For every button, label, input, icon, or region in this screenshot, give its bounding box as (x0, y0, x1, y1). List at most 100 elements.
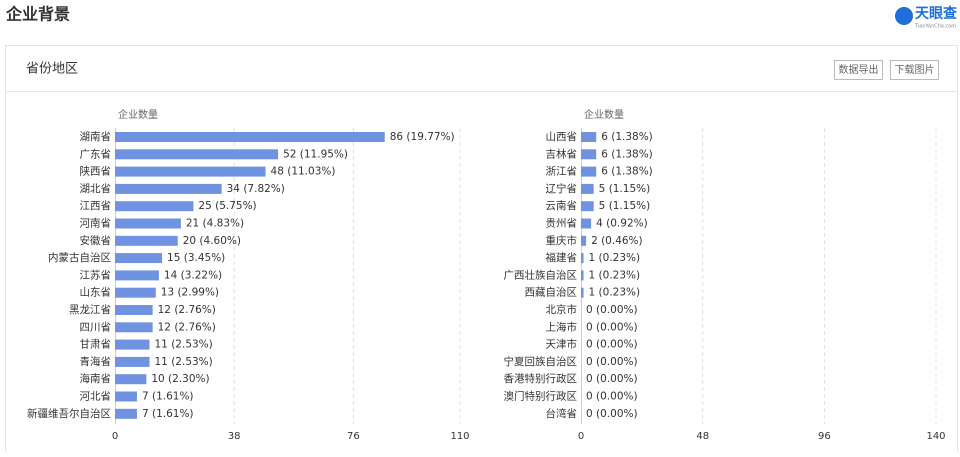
value-label: 1 (0.23%) (589, 252, 641, 264)
bar (115, 356, 150, 367)
x-tick-label: 96 (818, 431, 831, 442)
value-label: 7 (1.61%) (142, 408, 194, 420)
bar (581, 149, 597, 160)
value-label: 15 (3.45%) (167, 252, 225, 264)
bar (115, 132, 385, 142)
bar (115, 218, 181, 229)
x-tick-label: 0 (112, 431, 118, 442)
value-label: 0 (0.00%) (586, 356, 638, 368)
category-label: 澳门特别行政区 (504, 390, 578, 403)
category-label: 河南省 (80, 217, 112, 230)
category-label: 甘肃省 (80, 338, 112, 351)
category-label: 重庆市 (546, 234, 578, 247)
value-label: 14 (3.22%) (164, 269, 222, 281)
value-label: 5 (1.15%) (599, 183, 651, 195)
category-label: 黑龙江省 (69, 303, 111, 316)
value-label: 12 (2.76%) (158, 304, 216, 316)
value-label: 2 (0.46%) (591, 235, 643, 247)
bar (115, 253, 163, 264)
value-label: 1 (0.23%) (589, 287, 641, 299)
bar (115, 235, 178, 246)
value-label: 0 (0.00%) (586, 304, 638, 316)
category-label: 青海省 (80, 355, 112, 368)
page-title: 企业背景 (5, 5, 70, 24)
category-label: 广东省 (80, 147, 112, 160)
bar (115, 149, 279, 160)
category-label: 陕西省 (80, 165, 112, 178)
category-label: 西藏自治区 (525, 286, 578, 299)
value-label: 52 (11.95%) (283, 148, 348, 160)
category-label: 山西省 (546, 130, 578, 143)
category-label: 湖南省 (80, 130, 112, 143)
logo-icon (895, 7, 913, 25)
panel (5, 45, 958, 457)
category-label: 浙江省 (546, 165, 578, 178)
category-label: 新疆维吾尔自治区 (27, 407, 111, 420)
logo: 天眼查 (915, 5, 958, 22)
category-label: 湖北省 (80, 182, 112, 195)
export-label[interactable]: 数据导出 (839, 63, 879, 76)
value-label: 11 (2.53%) (155, 356, 213, 368)
category-label: 江苏省 (80, 268, 112, 281)
bar (115, 322, 153, 333)
x-tick-label: 110 (450, 431, 469, 442)
bar (115, 166, 266, 177)
value-label: 7 (1.61%) (142, 391, 194, 403)
bar (115, 287, 156, 298)
category-label: 宁夏回族自治区 (504, 355, 578, 368)
category-label: 天津市 (546, 338, 578, 351)
value-label: 6 (1.38%) (601, 148, 653, 160)
category-label: 上海市 (546, 320, 578, 333)
download-label[interactable]: 下载图片 (895, 63, 935, 76)
axis-label: 企业数量 (118, 108, 158, 121)
bar (115, 305, 153, 315)
value-label: 13 (2.99%) (161, 287, 219, 299)
value-label: 34 (7.82%) (227, 183, 285, 195)
value-label: 4 (0.92%) (596, 218, 648, 230)
value-label: 0 (0.00%) (586, 339, 638, 351)
bar (581, 270, 584, 281)
category-label: 四川省 (80, 320, 112, 333)
value-label: 48 (11.03%) (271, 166, 336, 178)
x-tick-label: 76 (347, 431, 360, 442)
category-label: 台湾省 (546, 407, 578, 420)
value-label: 6 (1.38%) (601, 166, 653, 178)
bar (581, 183, 594, 194)
x-tick-label: 38 (228, 431, 241, 442)
value-label: 11 (2.53%) (155, 339, 213, 351)
value-label: 0 (0.00%) (586, 391, 638, 403)
bar (581, 235, 587, 246)
category-label: 内蒙古自治区 (48, 251, 111, 264)
value-label: 0 (0.00%) (586, 373, 638, 385)
value-label: 21 (4.83%) (186, 218, 244, 230)
bar (581, 253, 584, 264)
panel-title: 省份地区 (26, 62, 78, 77)
export-button[interactable] (834, 60, 883, 80)
bar (115, 374, 147, 385)
category-label: 辽宁省 (546, 182, 578, 195)
category-label: 河北省 (80, 390, 112, 403)
value-label: 1 (0.23%) (589, 269, 641, 281)
bar (581, 218, 592, 229)
category-label: 福建省 (546, 251, 578, 264)
value-label: 12 (2.76%) (158, 321, 216, 333)
bar (581, 166, 597, 177)
bar (115, 183, 222, 194)
value-label: 86 (19.77%) (390, 131, 455, 143)
bar (115, 201, 194, 212)
bar (581, 287, 584, 298)
category-label: 山东省 (80, 286, 112, 299)
value-label: 0 (0.00%) (586, 321, 638, 333)
x-tick-label: 140 (926, 431, 945, 442)
category-label: 贵州省 (546, 217, 578, 230)
bar (581, 132, 597, 142)
bar (115, 408, 137, 419)
value-label: 6 (1.38%) (601, 131, 653, 143)
value-label: 0 (0.00%) (586, 408, 638, 420)
category-label: 安徽省 (80, 234, 112, 247)
bar (115, 339, 150, 350)
category-label: 广西壮族自治区 (504, 268, 578, 281)
download-button[interactable] (890, 60, 939, 80)
